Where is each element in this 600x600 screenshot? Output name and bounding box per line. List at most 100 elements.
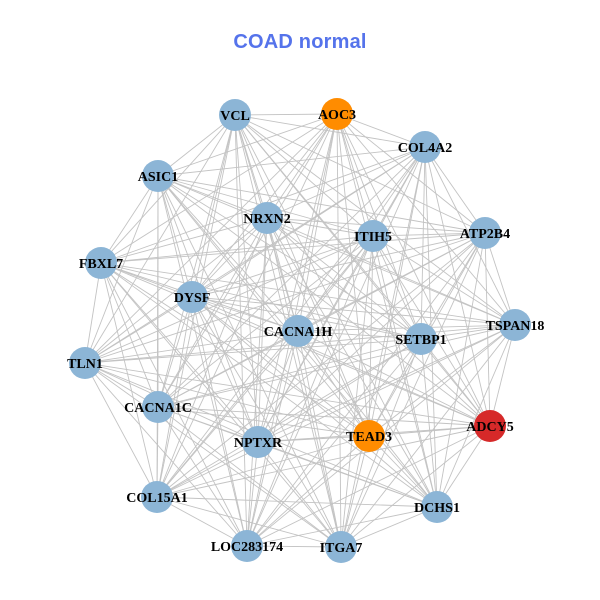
network-edge (297, 235, 374, 332)
network-edge (336, 113, 342, 548)
node-label-fbxl7: FBXL7 (79, 257, 123, 272)
network-edge (157, 175, 486, 234)
network-node-nptxr (242, 426, 274, 458)
network-edge (156, 296, 193, 498)
network-node-tead3 (353, 420, 385, 452)
network-edge (436, 324, 516, 508)
network-edge (257, 217, 268, 443)
network-edge (84, 146, 426, 364)
network-edge (246, 146, 426, 547)
network-edge (336, 113, 486, 234)
network-edge (372, 235, 516, 326)
network-edge (191, 217, 268, 298)
node-label-cacna1c: CACNA1C (124, 401, 192, 416)
network-edge (157, 406, 370, 437)
network-edge (100, 262, 438, 508)
network-edge (191, 296, 516, 326)
chart-title: COAD normal (233, 31, 367, 53)
network-edge (191, 296, 491, 427)
network-edge (84, 362, 491, 427)
network-edge (420, 146, 426, 340)
network-edge (436, 425, 491, 508)
node-label-itih5: ITIH5 (354, 230, 392, 245)
network-edge (420, 232, 486, 340)
node-label-col4a2: COL4A2 (398, 141, 452, 156)
network-edge (84, 330, 299, 364)
node-label-dysf: DYSF (174, 291, 211, 306)
network-node-loc283174 (231, 530, 263, 562)
network-edge (100, 262, 159, 408)
network-edge (84, 362, 370, 437)
network-edge (297, 330, 422, 340)
node-label-nrxn2: NRXN2 (243, 212, 290, 227)
network-edge (368, 146, 426, 437)
node-label-tspan18: TSPAN18 (486, 319, 545, 334)
network-edge (100, 217, 268, 264)
network-edge (234, 114, 374, 237)
network-edge (157, 175, 342, 548)
network-edge (368, 435, 438, 508)
network-edge (340, 425, 491, 548)
network-edge (246, 338, 422, 547)
network-edge (424, 146, 491, 427)
network-edge (100, 113, 338, 264)
network-edge (297, 324, 516, 332)
network-node-tspan18 (499, 309, 531, 341)
network-edge (297, 330, 491, 427)
network-edge (157, 113, 338, 177)
node-label-col15a1: COL15A1 (126, 491, 187, 506)
node-label-nptxr: NPTXR (234, 436, 283, 451)
network-edge (156, 435, 370, 498)
network-edge (266, 217, 491, 427)
network-node-adcy5 (474, 410, 506, 442)
network-edge (84, 114, 236, 364)
network-edge (340, 146, 426, 548)
network-edge (157, 406, 491, 427)
network-edge (157, 296, 193, 408)
network-edge (191, 296, 248, 547)
network-edge (157, 175, 422, 340)
network-edge (100, 232, 486, 264)
network-edge (100, 262, 516, 326)
network-edge (157, 235, 374, 408)
network-node-tln1 (69, 347, 101, 379)
network-edge (157, 330, 299, 408)
network-edge (489, 324, 516, 427)
network-edge (266, 113, 338, 219)
network-edge (257, 235, 374, 443)
network-edge (84, 175, 159, 364)
nodes-layer (69, 98, 531, 563)
network-edge (266, 217, 342, 548)
network-edge (157, 114, 236, 177)
network-edge (100, 262, 158, 498)
network-edge (157, 217, 268, 408)
network-edge (84, 296, 193, 364)
network-edge (266, 217, 374, 237)
network-edge (246, 232, 486, 547)
network-edge (84, 362, 342, 548)
network-edge (100, 262, 248, 547)
node-label-vcl: VCL (220, 109, 250, 124)
network-edge (340, 435, 370, 548)
network-edge (84, 232, 486, 364)
network-edge (157, 406, 248, 547)
network-node-dchs1 (421, 491, 453, 523)
network-node-cacna1h (282, 315, 314, 347)
network-edge (368, 324, 516, 437)
network-node-asic1 (142, 160, 174, 192)
network-edge (234, 114, 248, 547)
network-edge (191, 296, 299, 332)
network-edge (157, 175, 248, 547)
network-edge (234, 114, 491, 427)
network-edge (246, 506, 438, 547)
network-edge (157, 175, 516, 326)
network-edge (234, 114, 370, 437)
node-label-cacna1h: CACNA1H (264, 325, 333, 340)
node-label-dchs1: DCHS1 (414, 501, 460, 516)
network-edge (156, 496, 342, 548)
network-edge (84, 235, 374, 364)
network-edge (157, 175, 193, 298)
network-edge (484, 232, 516, 326)
